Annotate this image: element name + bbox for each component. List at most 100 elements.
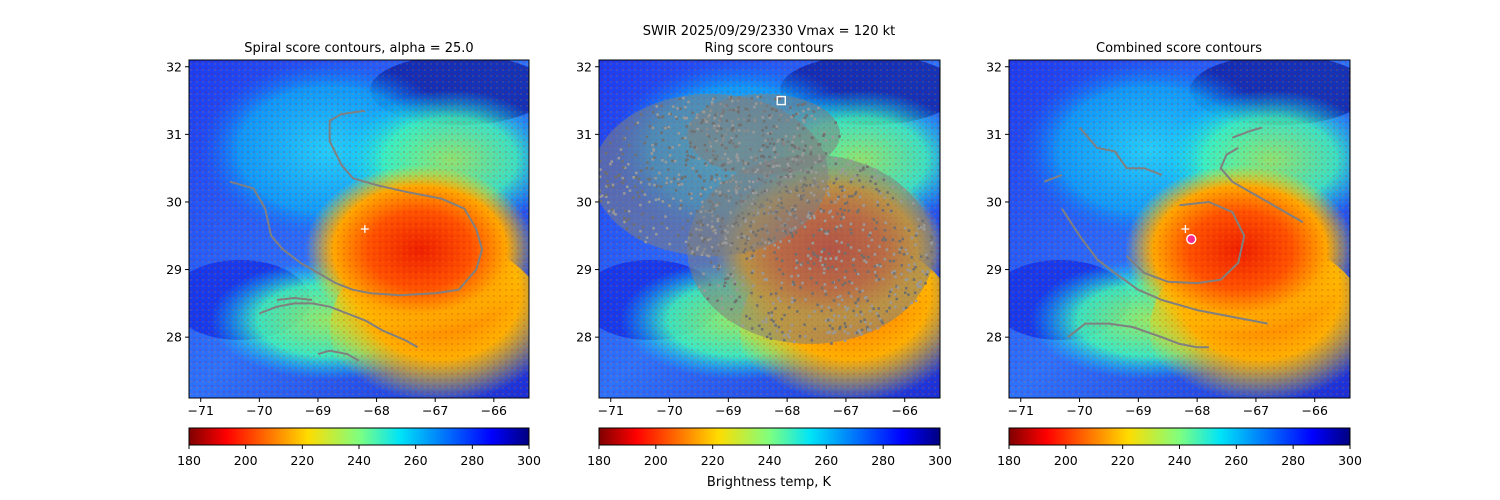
contour-speck	[886, 203, 890, 206]
contour-speck	[904, 286, 908, 290]
contour-speck	[783, 338, 786, 342]
contour-speck	[812, 262, 816, 265]
contour-speck	[699, 175, 702, 179]
contour-speck	[769, 180, 773, 183]
contour-speck	[732, 223, 736, 226]
contour-speck	[671, 159, 674, 163]
contour-speck	[788, 306, 791, 309]
contour-speck	[777, 198, 780, 201]
colorbar-ticks: 180 200 220 240 260 280 300	[997, 445, 1362, 468]
contour-speck	[688, 192, 691, 196]
contour-speck	[843, 330, 847, 333]
contour-speck	[724, 237, 728, 240]
y-axis-ticks: 28 29 30 31 32	[576, 59, 599, 345]
colorbar-tick-label: 180	[997, 453, 1021, 468]
contour-speck	[843, 316, 847, 319]
contour-speck	[731, 224, 734, 228]
panel-title: Ring score contours	[704, 41, 833, 56]
contour-speck	[652, 147, 655, 151]
panel-ring: Ring score contours −71 −70 −69 −68 −67 −66 2…	[576, 41, 952, 490]
contour-speck	[809, 212, 812, 215]
contour-speck	[778, 97, 782, 101]
contour-speck	[886, 191, 889, 194]
x-tick-label: −70	[246, 403, 272, 418]
contour-speck	[626, 126, 629, 130]
contour-speck	[652, 149, 655, 152]
contour-speck	[818, 143, 822, 146]
contour-speck	[841, 189, 844, 192]
contour-speck	[862, 168, 865, 171]
contour-speck	[820, 228, 823, 231]
contour-speck	[737, 129, 741, 132]
contour-speck	[842, 216, 845, 219]
contour-speck	[834, 227, 837, 231]
contour-speck	[910, 236, 914, 240]
contour-speck	[855, 287, 858, 291]
contour-speck	[606, 179, 609, 183]
contour-speck	[888, 306, 891, 310]
contour-speck	[623, 216, 626, 220]
contour-speck	[653, 156, 656, 159]
contour-speck	[645, 135, 649, 139]
panel-title: Combined score contours	[1096, 41, 1262, 56]
contour-speck	[709, 159, 712, 162]
contour-speck	[668, 112, 671, 116]
contour-speck	[893, 293, 897, 296]
contour-line	[1125, 201, 1246, 285]
contour-speck	[809, 152, 812, 156]
plot-frame	[598, 59, 941, 399]
contour-speck	[893, 226, 896, 229]
contour-speck	[737, 214, 740, 217]
contour-speck	[611, 208, 614, 211]
contour-speck	[658, 171, 661, 175]
panel-combined: Combined score contours −71 −70 −69 −68 −67−…	[986, 41, 1362, 468]
contour-speck	[761, 144, 765, 147]
contour-speck	[762, 254, 765, 258]
contour-speck	[751, 202, 754, 205]
colorbar-ticks: 180 200 220 240 260 280 300	[587, 445, 952, 468]
contour-speck	[791, 150, 795, 153]
contour-speck	[723, 163, 726, 166]
contour-speck	[622, 178, 626, 182]
contour-lines	[229, 109, 484, 362]
contour-speck	[641, 212, 644, 216]
contour-speck	[777, 296, 780, 300]
contour-speck	[873, 177, 877, 180]
contour-speck	[650, 152, 654, 155]
contour-speck	[717, 284, 720, 288]
y-axis-ticks: 28 29 30 31 32	[166, 59, 189, 345]
markers	[776, 95, 786, 106]
contour-speck	[772, 148, 776, 152]
contour-speck	[919, 225, 923, 229]
contour-speck	[852, 257, 856, 261]
contour-speck	[863, 318, 866, 321]
y-tick-label: 28	[166, 330, 182, 345]
contour-speck	[849, 180, 853, 184]
x-axis-ticks: −71 −70 −69 −68 −67 −66	[188, 398, 507, 418]
contour-speck	[779, 175, 783, 179]
contour-speck	[770, 314, 773, 317]
contour-speck	[790, 301, 794, 304]
contour-speck	[735, 221, 738, 224]
contour-speck	[872, 218, 876, 221]
contour-speck	[862, 223, 866, 226]
contour-speck	[914, 266, 917, 269]
contour-speck	[759, 295, 763, 299]
contour-speck	[761, 129, 764, 132]
contour-speck	[689, 141, 692, 145]
contour-speck	[833, 314, 836, 317]
contour-speck	[623, 192, 626, 195]
contour-speck	[730, 295, 733, 298]
contour-speck	[654, 142, 658, 146]
contour-speck	[748, 185, 751, 189]
contour-speck	[929, 240, 933, 243]
contour-speck	[643, 193, 647, 196]
contour-speck	[790, 323, 794, 327]
contour-speck	[610, 160, 613, 163]
contour-speck	[790, 275, 793, 278]
colorbar: 180 200 220 240 260 280 300	[587, 427, 952, 468]
contour-speck	[742, 235, 746, 238]
contour-speck	[773, 156, 777, 159]
contour-speck	[768, 114, 771, 117]
contour-speck	[643, 141, 646, 145]
